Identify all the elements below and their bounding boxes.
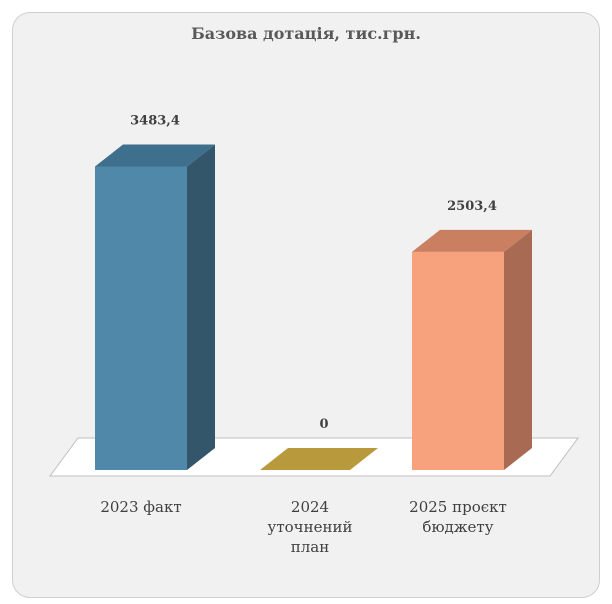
value-label: 2503,4 — [447, 199, 497, 214]
bar-front — [412, 251, 504, 470]
category-label: уточнений — [268, 518, 353, 536]
bar-front — [95, 166, 187, 470]
category-label: 2025 проєкт — [409, 498, 507, 516]
category-label: 2024 — [291, 498, 329, 516]
bar-top — [95, 144, 215, 167]
bar-top — [412, 229, 532, 252]
value-label: 3483,4 — [130, 113, 180, 128]
value-label: 0 — [319, 417, 328, 432]
bar-side — [504, 229, 532, 470]
chart-title: Базова дотація, тис.грн. — [191, 24, 421, 43]
bar-flat — [260, 448, 378, 470]
category-label: бюджету — [422, 518, 493, 536]
bar-side — [187, 144, 215, 470]
category-label: план — [291, 538, 329, 556]
category-label: 2023 факт — [100, 498, 181, 516]
